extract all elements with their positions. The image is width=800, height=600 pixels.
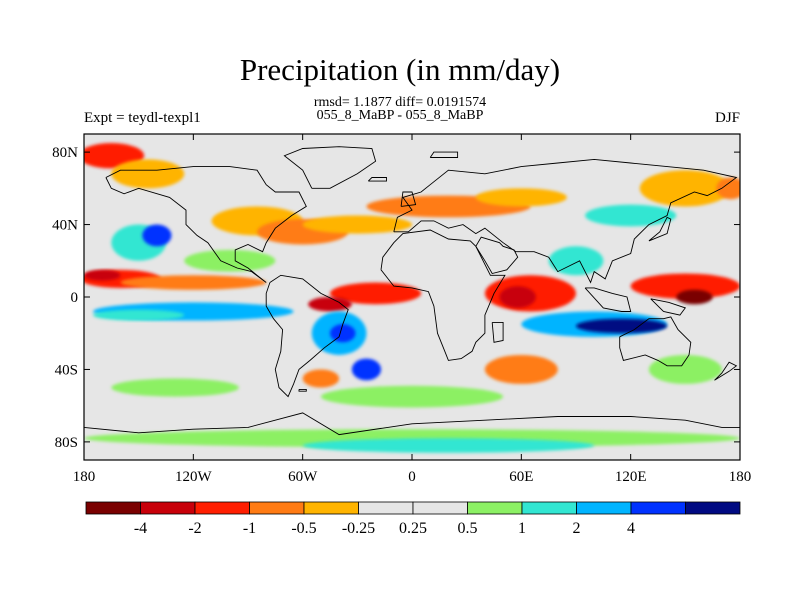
precip-field-8 [111, 159, 185, 189]
y-tick-label: 0 [71, 290, 79, 306]
colorbar-label: 4 [627, 520, 635, 537]
coastline-falklands [298, 388, 307, 392]
colorbar-box [576, 501, 632, 515]
coastline-japan [648, 216, 672, 242]
colorbar-label: -2 [188, 520, 201, 537]
precip-field-14 [585, 204, 677, 227]
precip-field-26 [576, 318, 668, 334]
map-title: Precipitation (in mm/day) [239, 52, 561, 87]
colorbar-label: 0.25 [399, 520, 427, 537]
precip-field-6 [142, 224, 172, 247]
precip-field-17 [330, 282, 422, 305]
precip-field-16 [716, 177, 740, 200]
precip-field-31 [111, 378, 239, 397]
coastline-uk [400, 191, 417, 207]
colorbar-label: -4 [134, 520, 147, 537]
colorbar-box [303, 501, 359, 515]
precip-field-20 [330, 324, 356, 343]
precip-field-1 [120, 275, 267, 290]
precip-field-4 [93, 309, 185, 321]
y-tick-label: 40S [55, 362, 78, 378]
precip-field-35 [184, 249, 276, 272]
colorbar-label: -0.25 [342, 520, 375, 537]
season-label: DJF [714, 110, 740, 126]
coastlines [84, 146, 740, 436]
colorbar: -4 -2 -1 -0.5 -0.25 0.25 0.5 1 2 4 [85, 501, 741, 537]
coastline-australia [619, 316, 692, 367]
stats-block: rmsd= 1.1877 diff= 0.0191574 055_8_MaBP … [0, 95, 800, 123]
coastline-new-guinea [650, 298, 687, 316]
colorbar-box [194, 501, 250, 515]
colorbar-label: 1 [518, 520, 526, 537]
y-tick-label: 40N [52, 218, 78, 234]
experiment-label: Expt = teydl-texpl1 [84, 110, 201, 126]
x-tick-label: 60W [288, 469, 318, 485]
x-tick-label: 120E [615, 469, 647, 485]
coastline-new-zealand [714, 361, 738, 381]
x-tick-label: 180 [729, 469, 752, 485]
coastline-indonesia [584, 287, 632, 312]
precip-field-22 [302, 369, 340, 388]
precip-field-2 [84, 269, 121, 281]
x-tick-label: 180 [73, 469, 96, 485]
coastline-antarctica [84, 412, 740, 436]
coastline-iceland [367, 177, 387, 182]
precip-fields [84, 143, 740, 453]
coastline-greenland [283, 146, 377, 189]
precip-field-30 [320, 385, 504, 408]
coastline-madagascar [491, 321, 504, 343]
precip-field-34 [302, 438, 595, 453]
colorbar-box [630, 501, 686, 515]
x-tick-label: 60E [509, 469, 533, 485]
y-tick-label: 80S [55, 435, 78, 451]
coastline-south-america [265, 274, 349, 398]
precip-field-18 [308, 297, 352, 312]
rmsd-text: rmsd= 1.1877 diff= 0.0191574 [313, 95, 487, 110]
colorbar-box [249, 501, 305, 515]
precip-field-13 [475, 188, 567, 207]
colorbar-box [358, 501, 414, 515]
colorbar-label: -0.5 [291, 520, 316, 537]
colorbar-label: 0.5 [458, 520, 478, 537]
colorbar-box [685, 501, 741, 515]
precip-field-32 [648, 354, 722, 384]
colorbar-label: 2 [573, 520, 581, 537]
colorbar-box [467, 501, 523, 515]
coastline-north-america [105, 166, 307, 283]
colorbar-box [85, 501, 141, 515]
precip-field-36 [548, 246, 604, 276]
coastline-africa [380, 229, 506, 361]
x-tick-label: 120W [175, 469, 213, 485]
y-tick-label: 80N [52, 145, 78, 161]
colorbar-box [412, 501, 468, 515]
precip-field-21 [351, 358, 382, 381]
axes: 80N 40N 0 40S 80S 180 120W 60W 0 60E 120E 180 [52, 134, 751, 485]
x-tick-label: 0 [408, 469, 416, 485]
precip-field-29 [484, 354, 558, 384]
precip-field-15 [639, 170, 731, 207]
colorbar-label: -1 [243, 520, 256, 537]
coastline-svalbard [429, 151, 459, 158]
precip-field-24 [499, 286, 536, 308]
coastline-eurasia [393, 158, 738, 284]
precip-field-11 [302, 215, 413, 234]
precip-field-27 [630, 273, 740, 299]
comparison-text: 055_8_MaBP - 055_8_MaBP [316, 108, 484, 123]
coastline-arabia [475, 236, 519, 275]
precip-field-28 [676, 289, 713, 305]
colorbar-box [140, 501, 196, 515]
colorbar-box [521, 501, 577, 515]
